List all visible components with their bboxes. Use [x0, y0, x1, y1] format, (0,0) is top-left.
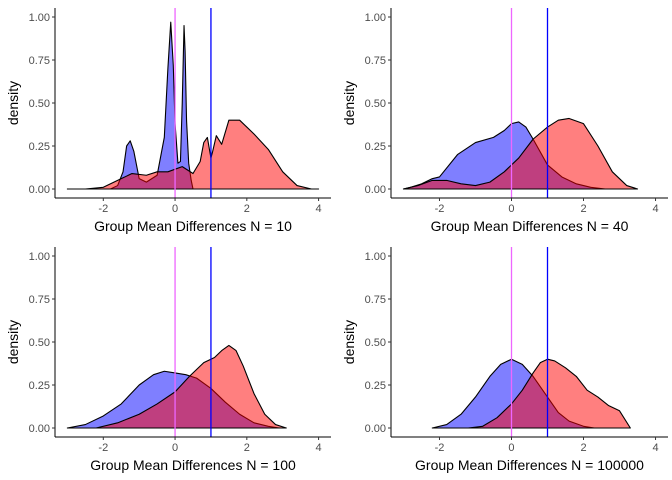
- x-tick-label: 4: [652, 442, 658, 454]
- y-tick-label: 0.50: [365, 337, 386, 349]
- x-tick-label: 0: [508, 442, 514, 454]
- x-tick-label: 0: [172, 203, 178, 215]
- y-tick-label: 0.00: [29, 423, 50, 435]
- x-axis-title: Group Mean Differences N = 40: [431, 218, 629, 234]
- y-tick-label: 0.00: [29, 184, 50, 196]
- x-tick-label: 2: [580, 203, 586, 215]
- x-tick-label: 4: [652, 203, 658, 215]
- y-axis-title: density: [5, 320, 21, 364]
- y-axis-title: density: [341, 320, 357, 364]
- x-tick-label: 0: [172, 442, 178, 454]
- density-area-group-a: [66, 21, 194, 190]
- y-tick-label: 1.00: [365, 251, 386, 263]
- density-area-group-b: [66, 344, 287, 429]
- x-tick-label: -2: [435, 442, 445, 454]
- y-tick-label: 0.75: [365, 55, 386, 67]
- y-tick-label: 0.00: [365, 184, 386, 196]
- y-tick-label: 0.75: [29, 55, 50, 67]
- density-area-group-b: [402, 117, 639, 190]
- x-axis-title: Group Mean Differences N = 10: [94, 218, 292, 234]
- density-area-group-b: [467, 358, 631, 429]
- x-tick-label: -2: [98, 203, 108, 215]
- y-tick-label: 0.25: [365, 141, 386, 153]
- y-axis-title: density: [341, 81, 357, 125]
- x-tick-label: 0: [508, 203, 514, 215]
- y-axis-title: density: [5, 81, 21, 125]
- y-tick-label: 1.00: [29, 12, 50, 24]
- y-tick-label: 0.75: [365, 294, 386, 306]
- y-tick-label: 0.50: [29, 337, 50, 349]
- y-tick-label: 0.75: [29, 294, 50, 306]
- y-tick-label: 1.00: [29, 251, 50, 263]
- x-tick-label: 4: [316, 203, 322, 215]
- y-tick-label: 0.25: [29, 380, 50, 392]
- y-tick-label: 0.50: [365, 98, 386, 110]
- x-axis-title: Group Mean Differences N = 100000: [415, 457, 644, 473]
- x-tick-label: -2: [435, 203, 445, 215]
- x-tick-label: 2: [244, 442, 250, 454]
- y-tick-label: 0.25: [365, 380, 386, 392]
- x-tick-label: 4: [316, 442, 322, 454]
- y-tick-label: 0.50: [29, 98, 50, 110]
- x-tick-label: -2: [98, 442, 108, 454]
- density-area-group-b: [66, 119, 320, 190]
- panel-4: 0.00 0.25 0.50 0.75 1.00 -2 0 2 4 Group Mean Diff…: [341, 247, 668, 473]
- x-axis-title: Group Mean Differences N = 100: [90, 457, 296, 473]
- y-tick-label: 0.00: [365, 423, 386, 435]
- y-tick-label: 1.00: [365, 12, 386, 24]
- x-tick-label: 2: [244, 203, 250, 215]
- y-tick-label: 0.25: [29, 141, 50, 153]
- x-tick-label: 2: [580, 442, 586, 454]
- panel-1: 0.00 0.25 0.50 0.75 1.00 -2 0 2 4 Group Mean Diff…: [5, 8, 331, 234]
- panel-3: 0.00 0.25 0.50 0.75 1.00 -2 0 2 4 Group Mean Diff…: [5, 247, 331, 473]
- panel-2: 0.00 0.25 0.50 0.75 1.00 -2 0 2 4 Group Mean Diff…: [341, 8, 668, 234]
